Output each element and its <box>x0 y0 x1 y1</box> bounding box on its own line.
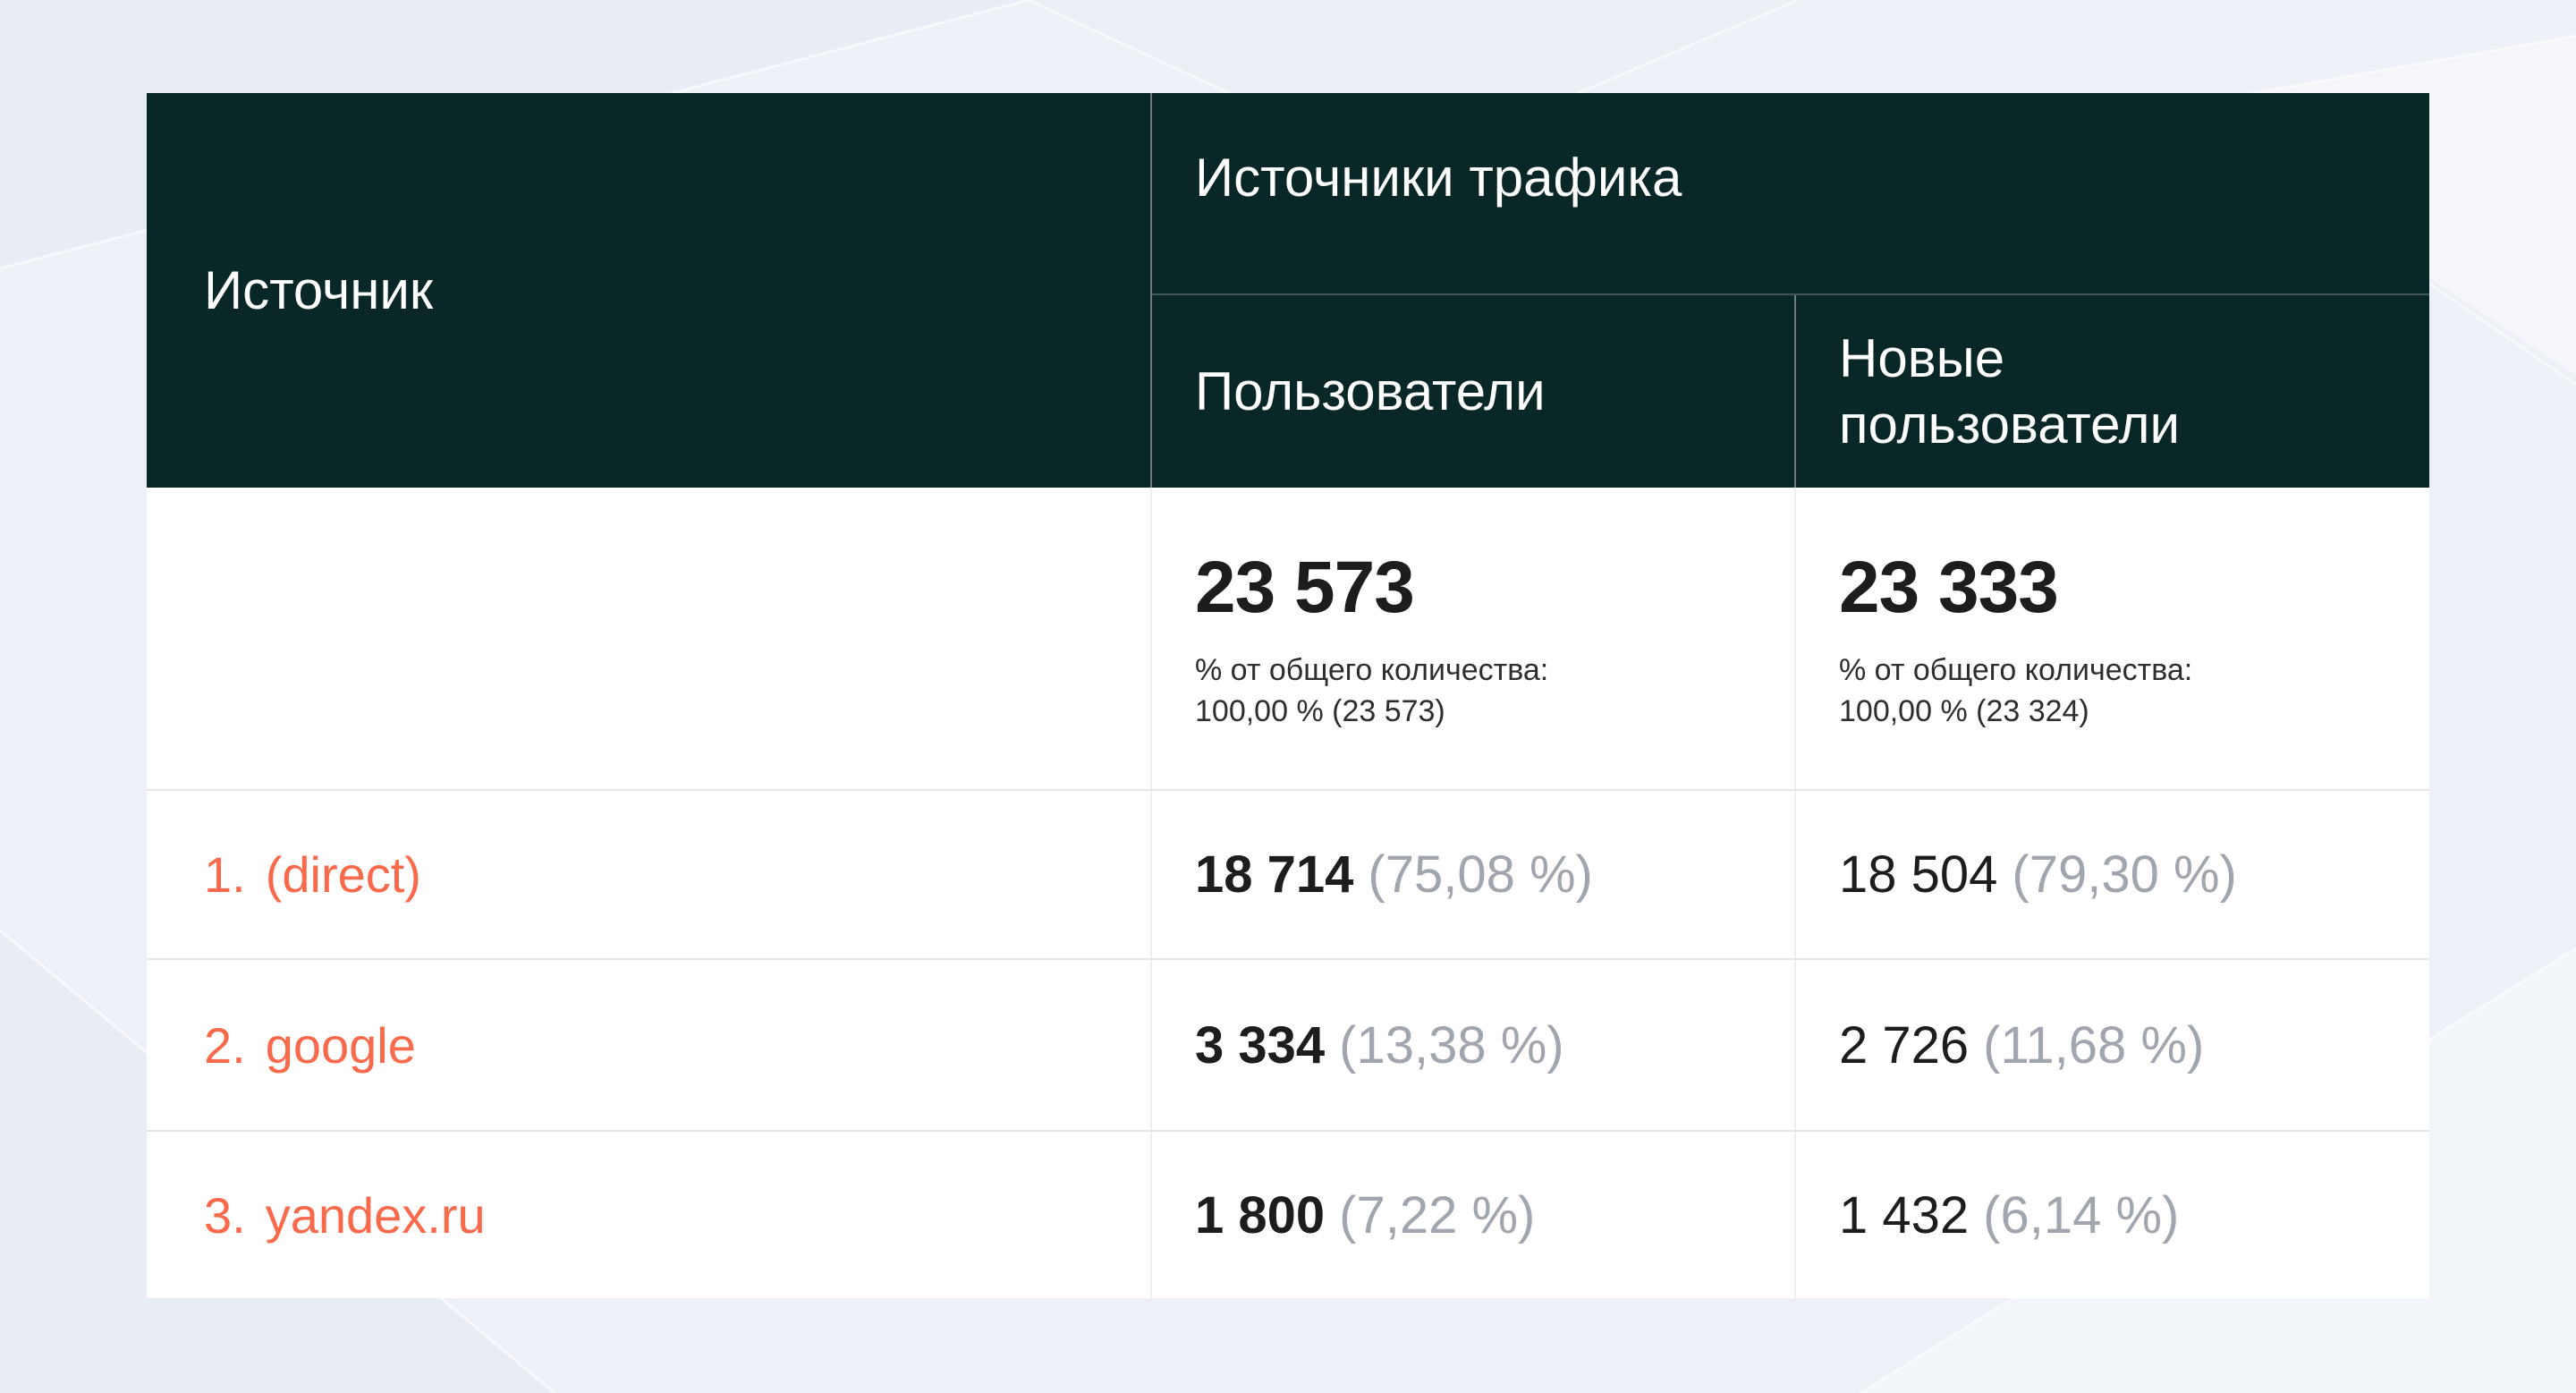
source-cell[interactable]: 3. yandex.ru <box>147 1132 1152 1298</box>
column-header-users-label: Пользователи <box>1195 361 1546 421</box>
users-value: 18 714 <box>1195 845 1354 904</box>
new-users-value: 2 726 <box>1839 1015 1970 1074</box>
header-group-area: Источники трафика Пользователи Новые пол… <box>1152 93 2429 488</box>
users-cell: 1 800 (7,22 %) <box>1152 1132 1796 1298</box>
users-cell: 3 334 (13,38 %) <box>1152 960 1796 1130</box>
new-users-percent: (79,30 %) <box>2012 845 2237 904</box>
source-link[interactable]: yandex.ru <box>265 1186 486 1244</box>
users-percent: (7,22 %) <box>1339 1185 1536 1244</box>
summary-source-cell <box>147 488 1152 789</box>
users-value: 1 800 <box>1195 1185 1326 1244</box>
new-users-value: 18 504 <box>1839 845 1998 904</box>
row-rank: 3. <box>204 1186 246 1244</box>
group-header-traffic-sources: Источники трафика <box>1152 93 2429 295</box>
table-row: 1. (direct) 18 714 (75,08 %) 18 504 (79,… <box>147 789 2429 958</box>
users-cell: 18 714 (75,08 %) <box>1152 791 1796 958</box>
source-cell[interactable]: 1. (direct) <box>147 791 1152 958</box>
summary-users-cell: 23 573 % от общего количества: 100,00 % … <box>1152 488 1796 789</box>
users-total-note: % от общего количества: 100,00 % (23 573… <box>1195 650 1548 732</box>
sub-header-row: Пользователи Новые пользователи <box>1152 295 2429 488</box>
new-users-total-note-line1: % от общего количества: <box>1839 652 2193 687</box>
source-cell[interactable]: 2. google <box>147 960 1152 1130</box>
table-header: Источник Источники трафика Пользователи … <box>147 93 2429 488</box>
new-users-cell: 18 504 (79,30 %) <box>1796 791 2429 958</box>
users-total-note-line1: % от общего количества: <box>1195 652 1549 687</box>
users-total-note-line2: 100,00 % (23 573) <box>1195 693 1445 728</box>
column-header-source[interactable]: Источник <box>147 93 1152 488</box>
new-users-percent: (11,68 %) <box>1983 1015 2205 1074</box>
new-users-total-note-line2: 100,00 % (23 324) <box>1839 693 2089 728</box>
users-total-value: 23 573 <box>1195 546 1415 628</box>
table-body: 23 573 % от общего количества: 100,00 % … <box>147 488 2429 1298</box>
table-row: 2. google 3 334 (13,38 %) 2 726 (11,68 %… <box>147 958 2429 1130</box>
source-link[interactable]: google <box>265 1016 416 1074</box>
row-rank: 1. <box>204 846 246 903</box>
new-users-cell: 2 726 (11,68 %) <box>1796 960 2429 1130</box>
new-users-cell: 1 432 (6,14 %) <box>1796 1132 2429 1298</box>
new-users-value: 1 432 <box>1839 1185 1970 1244</box>
source-link[interactable]: (direct) <box>265 846 421 903</box>
users-value: 3 334 <box>1195 1015 1326 1074</box>
traffic-sources-table: Источник Источники трафика Пользователи … <box>147 93 2429 1298</box>
summary-new-users-cell: 23 333 % от общего количества: 100,00 % … <box>1796 488 2429 789</box>
summary-row: 23 573 % от общего количества: 100,00 % … <box>147 488 2429 789</box>
table-row: 3. yandex.ru 1 800 (7,22 %) 1 432 (6,14 … <box>147 1130 2429 1298</box>
group-header-label: Источники трафика <box>1195 147 1682 208</box>
column-header-new-users[interactable]: Новые пользователи <box>1796 295 2429 488</box>
column-header-new-users-label: Новые пользователи <box>1839 328 2180 454</box>
column-header-users[interactable]: Пользователи <box>1152 295 1796 488</box>
new-users-percent: (6,14 %) <box>1983 1185 2180 1244</box>
users-percent: (75,08 %) <box>1368 845 1593 904</box>
row-rank: 2. <box>204 1016 246 1074</box>
new-users-total-note: % от общего количества: 100,00 % (23 324… <box>1839 650 2192 732</box>
column-header-source-label: Источник <box>204 260 434 320</box>
new-users-total-value: 23 333 <box>1839 546 2059 628</box>
users-percent: (13,38 %) <box>1339 1015 1564 1074</box>
